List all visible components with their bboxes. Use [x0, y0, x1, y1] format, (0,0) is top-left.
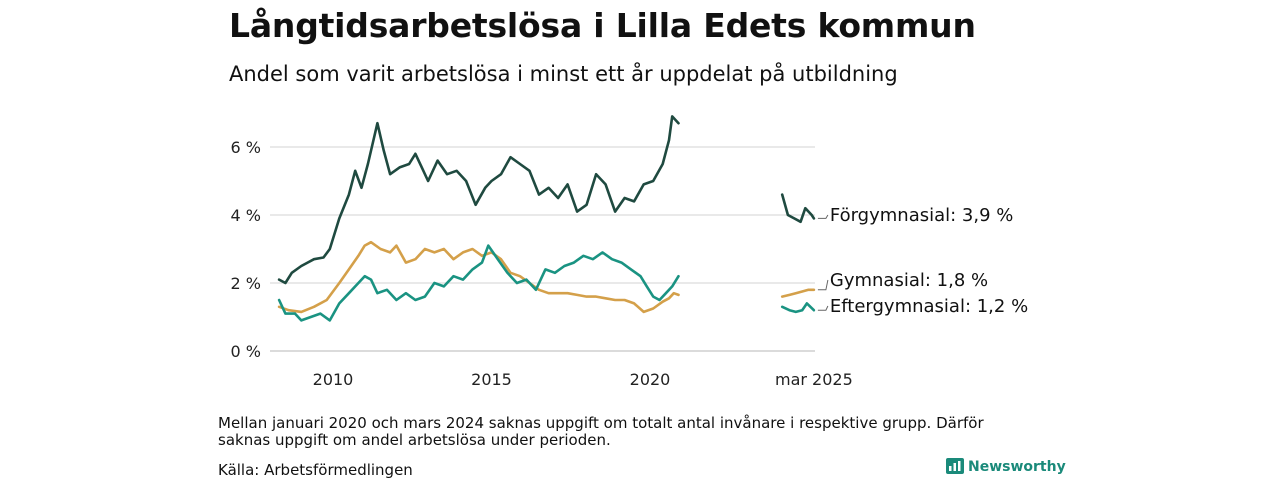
- x-tick-label: 2010: [313, 370, 354, 389]
- y-tick-label: 6 %: [231, 138, 261, 157]
- newsworthy-logo[interactable]: Newsworthy: [946, 458, 1066, 476]
- chart-title: Långtidsarbetslösa i Lilla Edets kommun: [229, 6, 976, 45]
- y-tick-label: 4 %: [231, 206, 261, 225]
- brand-name: Newsworthy: [968, 459, 1066, 475]
- series-line-förgymnasial-1: [780, 193, 816, 224]
- y-tick-label: 2 %: [231, 274, 261, 293]
- source-credit: Källa: Arbetsförmedlingen: [218, 461, 413, 479]
- chart-note: Mellan januari 2020 och mars 2024 saknas…: [218, 414, 984, 449]
- x-tick-label: mar 2025: [775, 370, 853, 389]
- series-end-label: Gymnasial: 1,8 %: [830, 270, 988, 291]
- x-tick-label: 2020: [630, 370, 671, 389]
- series-line-förgymnasial-0: [277, 115, 680, 285]
- series-end-label: Eftergymnasial: 1,2 %: [830, 296, 1028, 317]
- chart-subtitle: Andel som varit arbetslösa i minst ett å…: [229, 62, 898, 86]
- label-connector: [817, 305, 829, 311]
- series-lines: [277, 115, 816, 322]
- line-chart: 0 % 2 % 4 % 6 % 2010 2015 2020 mar 2025 Förgym…: [231, 115, 1028, 389]
- newsworthy-icon: [946, 458, 964, 474]
- series-line-eftergymnasial-0: [277, 244, 680, 322]
- series-end-label: Förgymnasial: 3,9 %: [830, 205, 1014, 226]
- series-end-labels: Förgymnasial: 3,9 % Gymnasial: 1,8 % Efter…: [817, 205, 1028, 317]
- x-tick-label: 2015: [471, 370, 512, 389]
- series-line-gymnasial-1: [780, 288, 816, 298]
- gridlines: [270, 146, 815, 352]
- label-connector: [817, 279, 829, 291]
- series-line-gymnasial-0: [277, 240, 680, 314]
- x-axis-labels: 2010 2015 2020 mar 2025: [313, 370, 853, 389]
- label-connector: [817, 214, 829, 219]
- y-tick-label: 0 %: [231, 342, 261, 361]
- y-axis-labels: 0 % 2 % 4 % 6 %: [231, 138, 261, 361]
- series-line-eftergymnasial-1: [780, 302, 816, 314]
